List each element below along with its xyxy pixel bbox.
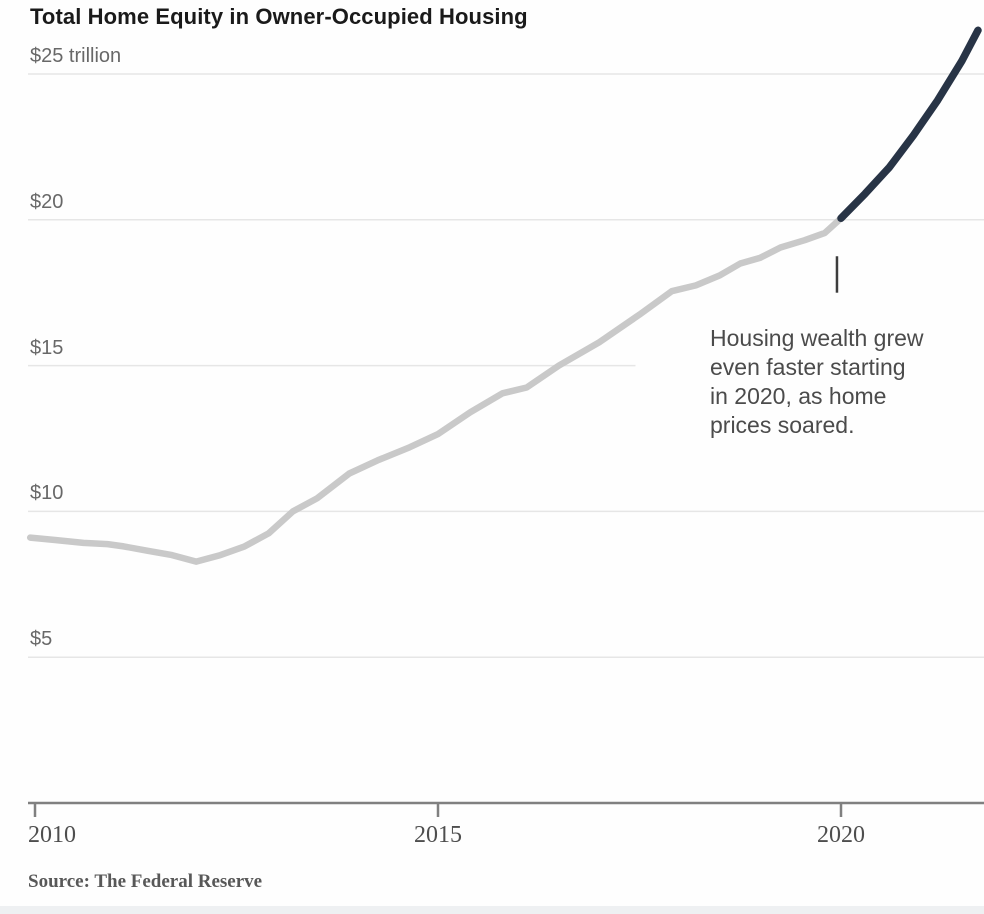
annotation-line-3: in 2020, as home — [710, 383, 887, 409]
annotation-line-1: Housing wealth grew — [710, 325, 924, 351]
screen-bottom-edge — [0, 906, 984, 914]
y-axis-label-5: $5 — [30, 628, 53, 651]
annotation-text: Housing wealth grew even faster starting… — [710, 324, 980, 440]
x-axis-label-2010: 2010 — [28, 822, 76, 848]
annotation-line-2: even faster starting — [710, 354, 906, 380]
y-axis-label-25: $25 trillion — [30, 45, 122, 67]
y-axis-label-20: $20 — [30, 190, 64, 213]
y-axis-label-10: $10 — [30, 482, 64, 505]
annotation-line-4: prices soared. — [710, 412, 855, 438]
series-line-navy — [837, 26, 982, 223]
x-axis-label-2015: 2015 — [414, 822, 462, 848]
y-axis-label-15: $15 — [30, 336, 64, 359]
x-axis-label-2020: 2020 — [817, 822, 865, 848]
source-credit: Source: The Federal Reserve — [28, 871, 263, 892]
series-line-gray — [26, 215, 845, 565]
chart-title: Total Home Equity in Owner-Occupied Hous… — [30, 4, 528, 29]
